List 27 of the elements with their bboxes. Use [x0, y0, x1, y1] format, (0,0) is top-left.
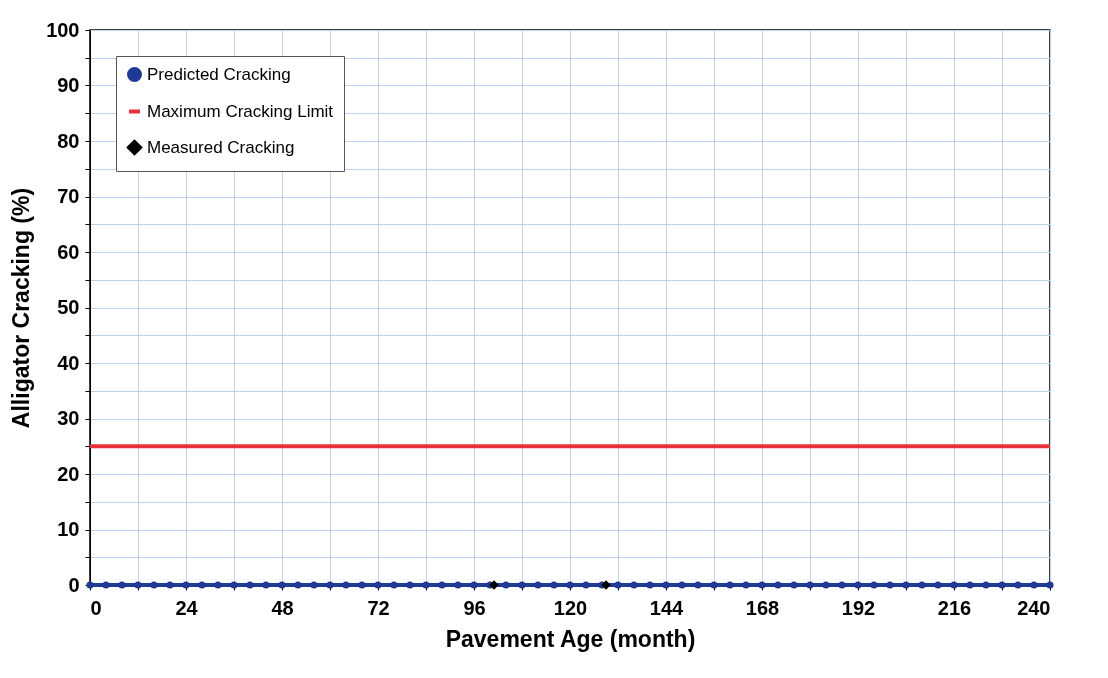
x-tick-label: 240	[1017, 596, 1051, 619]
x-tick-label: 120	[553, 596, 588, 619]
x-tick-label: 0	[90, 596, 102, 619]
y-tick-label: 100	[46, 18, 80, 41]
x-tick-label: 168	[745, 596, 780, 619]
x-tick-label: 192	[841, 596, 876, 619]
y-tick-label: 80	[57, 129, 80, 152]
y-axis-title: Alligator Cracking (%)	[8, 187, 35, 429]
y-tick-label: 10	[57, 518, 80, 540]
x-tick-label: 72	[367, 596, 390, 619]
y-tick-label: 30	[57, 407, 80, 429]
y-tick-label: 70	[57, 185, 80, 207]
y-tick-label: 20	[57, 462, 80, 485]
legend-label: Predicted Cracking	[147, 64, 291, 84]
y-tick-label: 90	[57, 74, 80, 96]
y-tick-label: 50	[57, 296, 80, 318]
x-axis-title: Pavement Age (month)	[445, 625, 696, 652]
y-tick-label: 0	[68, 573, 80, 596]
x-tick-label: 48	[271, 596, 294, 619]
x-tick-label: 216	[937, 596, 972, 619]
legend-label: Maximum Cracking Limit	[147, 101, 334, 121]
x-tick-label: 96	[463, 596, 486, 619]
y-tick-label: 60	[57, 240, 80, 263]
x-tick-label: 24	[175, 596, 199, 619]
legend-label: Measured Cracking	[147, 137, 295, 157]
x-tick-label: 144	[649, 596, 685, 619]
y-tick-label: 40	[57, 351, 80, 374]
